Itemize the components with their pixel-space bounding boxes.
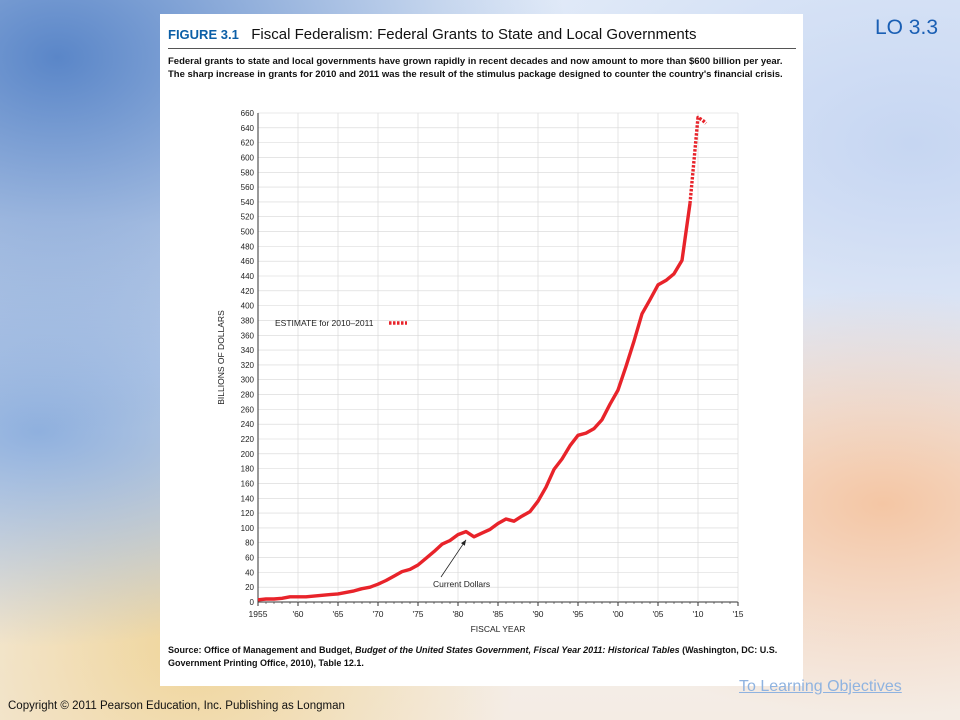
y-tick-label: 240 — [241, 420, 255, 429]
y-tick-label: 500 — [241, 228, 255, 237]
y-tick-label: 140 — [241, 494, 255, 503]
y-tick-label: 100 — [241, 524, 255, 533]
x-tick-label: '90 — [532, 609, 543, 619]
y-tick-label: 360 — [241, 331, 255, 340]
x-tick-label: '00 — [612, 609, 623, 619]
y-tick-label: 520 — [241, 213, 255, 222]
x-tick-label: '60 — [292, 609, 303, 619]
y-tick-label: 280 — [241, 391, 255, 400]
figure-header: FIGURE 3.1 Fiscal Federalism: Federal Gr… — [168, 26, 796, 49]
y-tick-label: 320 — [241, 361, 255, 370]
figure-card: FIGURE 3.1 Fiscal Federalism: Federal Gr… — [160, 14, 803, 686]
y-tick-label: 300 — [241, 376, 255, 385]
x-tick-label: 1955 — [249, 609, 268, 619]
learning-objective-label: LO 3.3 — [874, 16, 938, 39]
y-tick-label: 540 — [241, 198, 255, 207]
y-tick-label: 620 — [241, 139, 255, 148]
figure-caption: Federal grants to state and local govern… — [168, 56, 783, 80]
y-tick-label: 40 — [245, 568, 254, 577]
y-tick-label: 660 — [241, 109, 255, 118]
source-title: Budget of the United States Government, … — [355, 645, 680, 655]
source-prefix: Source: Office of Management and Budget, — [168, 645, 356, 655]
x-tick-label: '80 — [452, 609, 463, 619]
figure-label: FIGURE 3.1 — [168, 27, 239, 42]
y-tick-label: 220 — [241, 435, 255, 444]
copyright-notice: Copyright © 2011 Pearson Education, Inc.… — [8, 700, 345, 712]
y-tick-label: 340 — [241, 346, 255, 355]
current-dollars-arrowhead — [460, 539, 466, 546]
y-tick-label: 380 — [241, 316, 255, 325]
learning-objectives-link[interactable]: To Learning Objectives — [739, 678, 902, 695]
line-chart: 0 20 40 60 80 100 120 140 160 180 200 220 240 260 280 3… — [216, 109, 744, 634]
estimate-legend-label: ESTIMATE for 2010–2011 — [275, 318, 374, 328]
y-tick-label: 560 — [241, 183, 255, 192]
estimate-series-line — [688, 115, 708, 204]
y-tick-label: 420 — [241, 287, 255, 296]
y-tick-label: 480 — [241, 242, 255, 251]
figure-source: Source: Office of Management and Budget,… — [168, 644, 798, 669]
current-dollars-series-line — [257, 203, 692, 602]
y-tick-label: 440 — [241, 272, 255, 281]
x-tick-label: '85 — [492, 609, 503, 619]
x-axis-label: FISCAL YEAR — [471, 624, 526, 634]
y-tick-label: 460 — [241, 257, 255, 266]
current-dollars-label: Current Dollars — [433, 579, 490, 589]
y-tick-label: 20 — [245, 583, 254, 592]
y-tick-label: 200 — [241, 450, 255, 459]
y-tick-label: 580 — [241, 168, 255, 177]
y-tick-label: 160 — [241, 479, 255, 488]
x-tick-label: '70 — [372, 609, 383, 619]
y-tick-label: 0 — [250, 598, 255, 607]
x-tick-label: '15 — [732, 609, 743, 619]
source-suffix: (Washington, DC: U.S. Government Printin… — [168, 645, 778, 668]
y-tick-label: 640 — [241, 124, 255, 133]
y-tick-label: 60 — [245, 554, 254, 563]
y-tick-label: 180 — [241, 465, 255, 474]
x-tick-label: '95 — [572, 609, 583, 619]
y-tick-label: 260 — [241, 405, 255, 414]
y-tick-label: 120 — [241, 509, 255, 518]
y-axis-label: BILLIONS OF DOLLARS — [216, 310, 226, 405]
figure-title: Fiscal Federalism: Federal Grants to Sta… — [251, 26, 697, 43]
x-tick-label: '10 — [692, 609, 703, 619]
y-tick-label: 400 — [241, 302, 255, 311]
x-tick-label: '05 — [652, 609, 663, 619]
y-tick-label: 80 — [245, 539, 254, 548]
x-tick-label: '75 — [412, 609, 423, 619]
y-tick-label: 600 — [241, 153, 255, 162]
current-dollars-arrow-line — [440, 539, 467, 578]
x-tick-label: '65 — [332, 609, 343, 619]
